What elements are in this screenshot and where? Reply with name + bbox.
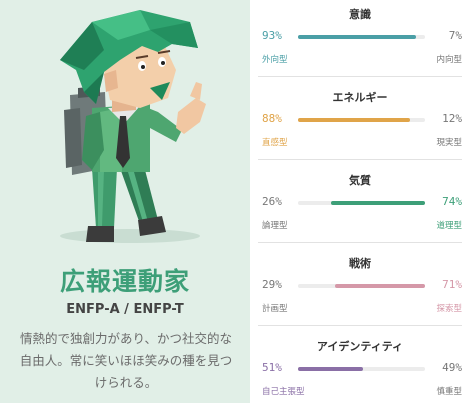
trait-left-label: 計画型 — [262, 304, 288, 314]
trait-left-percent: 51% — [262, 361, 282, 374]
campaigner-illustration — [60, 10, 206, 243]
trait-bar-fill — [331, 201, 425, 205]
trait-title: 意識 — [349, 8, 371, 21]
trait-right-label: 内向型 — [436, 55, 462, 65]
personality-type-code: ENFP-A / ENFP-T — [66, 302, 184, 317]
trait-left-percent: 29% — [262, 278, 282, 291]
trait-nature[interactable]: 気質 26% 74% 論理型 道理型 — [250, 166, 470, 249]
trait-tactics[interactable]: 戦術 29% 71% 計画型 探索型 — [250, 249, 470, 332]
trait-left-label: 論理型 — [262, 221, 288, 231]
trait-bar-fill — [298, 35, 417, 39]
trait-bar — [298, 367, 425, 371]
trait-identity[interactable]: アイデンティティ 51% 49% 自己主張型 慎重型 — [250, 332, 470, 415]
trait-bar — [298, 118, 425, 122]
trait-bar — [298, 201, 425, 205]
trait-mind[interactable]: 意識 93% 7% 外向型 内向型 — [250, 0, 470, 83]
trait-left-label: 外向型 — [262, 55, 288, 65]
trait-right-label: 現実型 — [436, 138, 462, 148]
trait-right-percent: 7% — [448, 29, 462, 42]
trait-energy[interactable]: エネルギー 88% 12% 直感型 現実型 — [250, 83, 470, 166]
trait-title: 戦術 — [349, 257, 371, 270]
personality-card: 広報運動家 ENFP-A / ENFP-T 情熱的で独創力があり、かつ社交的な自… — [0, 0, 250, 403]
personality-description: 情熱的で独創力があり、かつ社交的な自由人。常に笑いほほ笑みの種を見つけられる。 — [19, 331, 233, 390]
trait-left-percent: 93% — [262, 29, 282, 42]
trait-title: アイデンティティ — [316, 340, 404, 353]
divider — [258, 159, 462, 160]
trait-bar — [298, 284, 425, 288]
trait-right-label: 慎重型 — [436, 387, 462, 397]
trait-bar — [298, 35, 425, 39]
trait-left-percent: 26% — [262, 195, 282, 208]
trait-right-percent: 12% — [442, 112, 462, 125]
trait-right-label: 道理型 — [436, 221, 462, 231]
trait-bar-fill — [298, 367, 363, 371]
divider — [258, 242, 462, 243]
trait-right-percent: 71% — [442, 278, 462, 291]
trait-bar-fill — [298, 118, 410, 122]
divider — [258, 76, 462, 77]
trait-right-percent: 74% — [442, 195, 462, 208]
trait-title: 気質 — [349, 174, 371, 187]
trait-left-label: 直感型 — [262, 138, 288, 148]
trait-left-percent: 88% — [262, 112, 282, 125]
trait-left-label: 自己主張型 — [262, 387, 305, 397]
divider — [258, 325, 462, 326]
trait-bar-fill — [334, 284, 425, 288]
personality-type-name: 広報運動家 — [59, 267, 190, 296]
trait-right-percent: 49% — [442, 361, 462, 374]
trait-panel: 意識 93% 7% 外向型 内向型 エネルギー 88% 12% 直感型 現実型 … — [250, 0, 470, 403]
trait-title: エネルギー — [332, 91, 388, 104]
trait-right-label: 探索型 — [436, 304, 462, 314]
